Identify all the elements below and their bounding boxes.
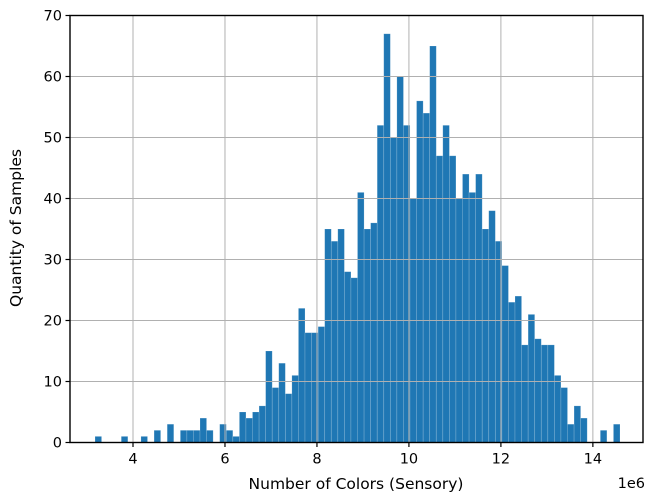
histogram-bar xyxy=(179,429,188,443)
histogram-bar xyxy=(527,314,536,443)
histogram-bar xyxy=(278,362,286,443)
histogram-bar xyxy=(120,436,129,443)
histogram-bar xyxy=(225,429,234,443)
histogram-bar xyxy=(389,137,398,443)
histogram-bar xyxy=(284,393,293,443)
histogram-bar xyxy=(239,411,247,443)
histogram-bar xyxy=(442,124,450,443)
y-tick-label: 0 xyxy=(53,436,62,452)
histogram-bar xyxy=(186,429,194,443)
y-tick-label: 50 xyxy=(44,131,62,147)
x-tick-label: 12 xyxy=(492,452,510,468)
histogram-bar xyxy=(462,173,470,443)
histogram-bar xyxy=(560,387,568,443)
x-tick-label: 4 xyxy=(128,452,137,468)
histogram-bar xyxy=(265,350,273,443)
x-axis-label: Number of Colors (Sensory) xyxy=(248,475,464,493)
histogram-bar xyxy=(481,228,490,443)
histogram-bar xyxy=(337,228,345,443)
histogram-bar xyxy=(363,228,371,443)
histogram-bar xyxy=(206,429,214,443)
histogram-bar xyxy=(370,222,378,443)
histogram-bar xyxy=(140,436,148,443)
histogram-bar xyxy=(357,192,365,443)
histogram-bar xyxy=(547,344,555,443)
histogram-bar xyxy=(252,411,260,443)
histogram-bar xyxy=(599,429,608,443)
histogram-bar xyxy=(475,173,483,443)
histogram-bar xyxy=(232,436,240,443)
x-tick-label: 6 xyxy=(220,452,229,468)
y-tick-label: 70 xyxy=(44,9,62,25)
histogram-bar xyxy=(245,417,253,443)
y-axis-label: Quantity of Samples xyxy=(7,149,25,307)
histogram-bar xyxy=(521,344,529,443)
histogram-bar xyxy=(416,100,424,443)
histogram-bar xyxy=(291,375,299,443)
x-tick-label: 8 xyxy=(312,452,321,468)
x-tick-label: 10 xyxy=(400,452,418,468)
histogram-bar xyxy=(271,387,280,443)
histogram-bar xyxy=(488,210,496,443)
histogram-bar xyxy=(554,375,562,443)
histogram-bar xyxy=(514,295,522,443)
histogram-bar xyxy=(376,124,385,443)
histogram-bar xyxy=(258,405,266,443)
histogram-bar xyxy=(534,338,542,443)
histogram-bar xyxy=(317,326,326,443)
histogram-bar xyxy=(193,429,201,443)
y-tick-label: 20 xyxy=(44,314,62,330)
y-tick-label: 40 xyxy=(44,192,62,208)
histogram-bar xyxy=(304,332,312,443)
histogram-bar xyxy=(199,417,207,443)
y-tick-label: 30 xyxy=(44,253,62,269)
plot-border xyxy=(69,14,644,444)
histogram-bar xyxy=(508,301,516,443)
x-axis-offset-label: 1e6 xyxy=(617,476,645,492)
histogram-bar xyxy=(344,271,352,443)
histogram-bar xyxy=(573,405,581,443)
y-tick-label: 10 xyxy=(44,375,62,391)
histogram-bar xyxy=(350,277,358,443)
histogram-bar xyxy=(567,423,575,443)
histogram-bar xyxy=(468,192,476,443)
histogram-bar xyxy=(422,112,431,443)
histogram-bar xyxy=(330,240,339,443)
x-tick-label: 14 xyxy=(584,452,602,468)
histogram-bar xyxy=(580,417,588,443)
histogram-bar xyxy=(166,423,175,443)
histogram-bar xyxy=(429,45,437,443)
histogram-bar xyxy=(501,265,509,443)
histogram-bar xyxy=(94,436,102,443)
histogram-bar xyxy=(613,423,621,443)
histogram-bar xyxy=(324,228,332,443)
y-tick-label: 60 xyxy=(44,70,62,86)
histogram-bar xyxy=(153,429,161,443)
histogram-bar xyxy=(540,344,549,443)
histogram-bar xyxy=(298,307,306,443)
